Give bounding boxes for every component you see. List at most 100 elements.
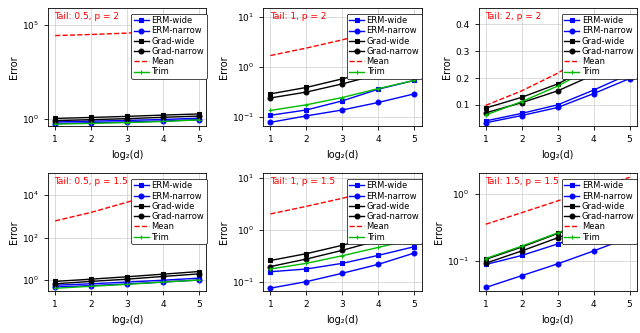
Grad-wide — [626, 204, 634, 208]
Line: ERM-wide: ERM-wide — [483, 72, 632, 123]
Grad-wide — [267, 92, 275, 96]
ERM-wide — [159, 118, 167, 122]
Mean — [626, 22, 634, 26]
Line: ERM-narrow: ERM-narrow — [268, 92, 417, 125]
Grad-narrow — [626, 50, 634, 54]
Grad-narrow — [590, 222, 598, 226]
Grad-wide — [518, 95, 525, 99]
Mean — [374, 28, 382, 32]
ERM-wide — [51, 283, 59, 287]
Legend: ERM-wide, ERM-narrow, Grad-wide, Grad-narrow, Mean, Trim: ERM-wide, ERM-narrow, Grad-wide, Grad-na… — [562, 179, 637, 244]
ERM-wide — [410, 78, 418, 82]
Grad-narrow — [410, 228, 418, 232]
Grad-narrow — [159, 115, 167, 119]
Mean — [482, 222, 490, 226]
Trim — [590, 217, 598, 221]
Trim — [195, 118, 203, 122]
ERM-narrow — [590, 249, 598, 253]
Line: Grad-wide: Grad-wide — [52, 112, 202, 121]
Grad-narrow — [482, 111, 490, 115]
ERM-wide — [590, 88, 598, 92]
ERM-wide — [195, 276, 203, 280]
Grad-wide — [124, 114, 131, 118]
ERM-narrow — [590, 92, 598, 96]
Y-axis label: Error: Error — [435, 220, 444, 244]
Mean — [518, 89, 525, 93]
Trim — [159, 280, 167, 284]
Line: ERM-wide: ERM-wide — [268, 78, 417, 118]
Grad-wide — [554, 231, 561, 235]
Grad-wide — [374, 68, 382, 72]
Mean — [339, 196, 346, 200]
ERM-wide — [124, 280, 131, 284]
Mean — [51, 219, 59, 223]
Grad-narrow — [339, 82, 346, 86]
Trim — [626, 203, 634, 207]
Mean — [124, 31, 131, 35]
ERM-narrow — [51, 285, 59, 289]
ERM-narrow — [87, 121, 95, 125]
Legend: ERM-wide, ERM-narrow, Grad-wide, Grad-narrow, Mean, Trim: ERM-wide, ERM-narrow, Grad-wide, Grad-na… — [347, 179, 422, 244]
X-axis label: log₂(d): log₂(d) — [541, 150, 574, 160]
Line: Trim: Trim — [268, 78, 417, 113]
Mean — [339, 38, 346, 42]
Grad-wide — [51, 279, 59, 283]
ERM-narrow — [124, 120, 131, 124]
Grad-wide — [410, 57, 418, 61]
ERM-narrow — [267, 286, 275, 290]
Grad-wide — [482, 257, 490, 261]
Text: Tail: 2, p = 2: Tail: 2, p = 2 — [485, 12, 541, 21]
ERM-wide — [518, 112, 525, 116]
Line: Grad-wide: Grad-wide — [268, 223, 417, 263]
Mean — [124, 200, 131, 204]
Line: Mean: Mean — [271, 21, 414, 56]
ERM-narrow — [124, 282, 131, 286]
Legend: ERM-wide, ERM-narrow, Grad-wide, Grad-narrow, Mean, Trim: ERM-wide, ERM-narrow, Grad-wide, Grad-na… — [562, 14, 637, 79]
Legend: ERM-wide, ERM-narrow, Grad-wide, Grad-narrow, Mean, Trim: ERM-wide, ERM-narrow, Grad-wide, Grad-na… — [347, 14, 422, 79]
Trim — [518, 244, 525, 248]
Trim — [339, 96, 346, 100]
Line: Grad-narrow: Grad-narrow — [483, 49, 632, 115]
Mean — [87, 33, 95, 37]
Mean — [195, 27, 203, 31]
Line: ERM-narrow: ERM-narrow — [268, 250, 417, 291]
Trim — [518, 100, 525, 104]
Mean — [374, 187, 382, 191]
Mean — [267, 212, 275, 216]
Line: Mean: Mean — [271, 180, 414, 214]
ERM-wide — [267, 270, 275, 274]
Trim — [626, 37, 634, 41]
Grad-wide — [590, 63, 598, 67]
Y-axis label: Error: Error — [219, 56, 229, 79]
Mean — [554, 71, 561, 75]
Mean — [195, 179, 203, 183]
Trim — [51, 122, 59, 126]
X-axis label: log₂(d): log₂(d) — [111, 315, 143, 325]
Line: Grad-wide: Grad-wide — [52, 269, 202, 284]
ERM-narrow — [482, 285, 490, 289]
Grad-wide — [195, 112, 203, 116]
Grad-wide — [51, 117, 59, 121]
Trim — [267, 109, 275, 113]
Grad-wide — [267, 258, 275, 262]
Line: ERM-narrow: ERM-narrow — [52, 117, 202, 126]
Grad-narrow — [554, 236, 561, 240]
ERM-narrow — [410, 251, 418, 255]
Line: Trim: Trim — [52, 278, 202, 291]
Text: Tail: 1.5, p = 1.5: Tail: 1.5, p = 1.5 — [485, 177, 559, 186]
Line: Mean: Mean — [486, 24, 630, 105]
Grad-narrow — [51, 282, 59, 286]
ERM-narrow — [267, 120, 275, 124]
Trim — [374, 245, 382, 249]
Trim — [195, 278, 203, 282]
Trim — [124, 121, 131, 125]
Line: ERM-narrow: ERM-narrow — [483, 235, 632, 290]
Text: Tail: 1, p = 2: Tail: 1, p = 2 — [269, 12, 326, 21]
Mean — [51, 34, 59, 38]
Grad-narrow — [303, 90, 310, 94]
Grad-wide — [159, 272, 167, 276]
Mean — [159, 190, 167, 194]
Line: ERM-wide: ERM-wide — [268, 244, 417, 274]
Grad-narrow — [374, 73, 382, 77]
Mean — [518, 211, 525, 215]
